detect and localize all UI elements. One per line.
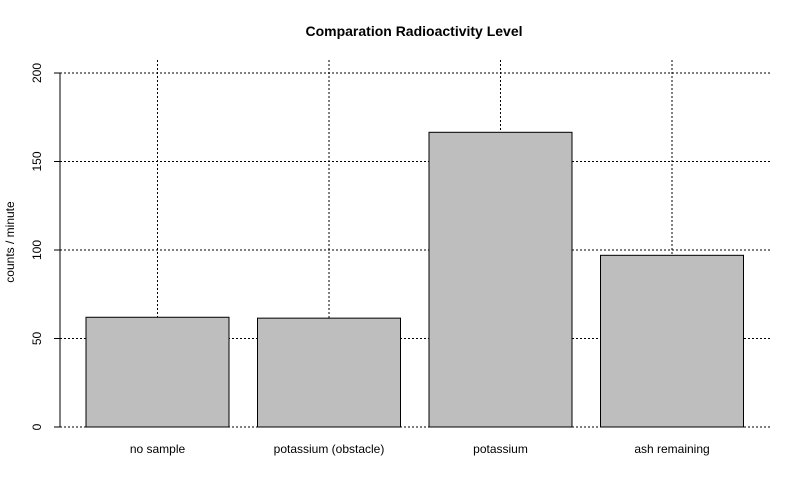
chart-title: Comparation Radioactivity Level: [305, 23, 522, 39]
bar-0: [85, 316, 230, 428]
x-tick-label-3: ash remaining: [634, 442, 709, 456]
x-tick-label-1: potassium (obstacle): [274, 442, 385, 456]
y-tick-label-2: 100: [30, 240, 44, 260]
y-axis-label: counts / minute: [3, 201, 17, 283]
bars: [85, 131, 744, 428]
y-tick-label-3: 150: [30, 151, 44, 171]
x-tick-label-0: no sample: [130, 442, 186, 456]
x-tick-label-2: potassium: [473, 442, 528, 456]
x-axis-tick-labels: no sample potassium (obstacle) potassium as…: [130, 442, 710, 456]
y-tick-label-1: 50: [30, 332, 44, 346]
bar-3: [600, 254, 744, 428]
y-axis-ticks: 0 50 100 150 200: [30, 63, 60, 430]
y-tick-label-4: 200: [30, 63, 44, 83]
y-tick-label-0: 0: [30, 423, 44, 430]
bar-2: [428, 131, 573, 428]
bar-1: [257, 317, 401, 428]
